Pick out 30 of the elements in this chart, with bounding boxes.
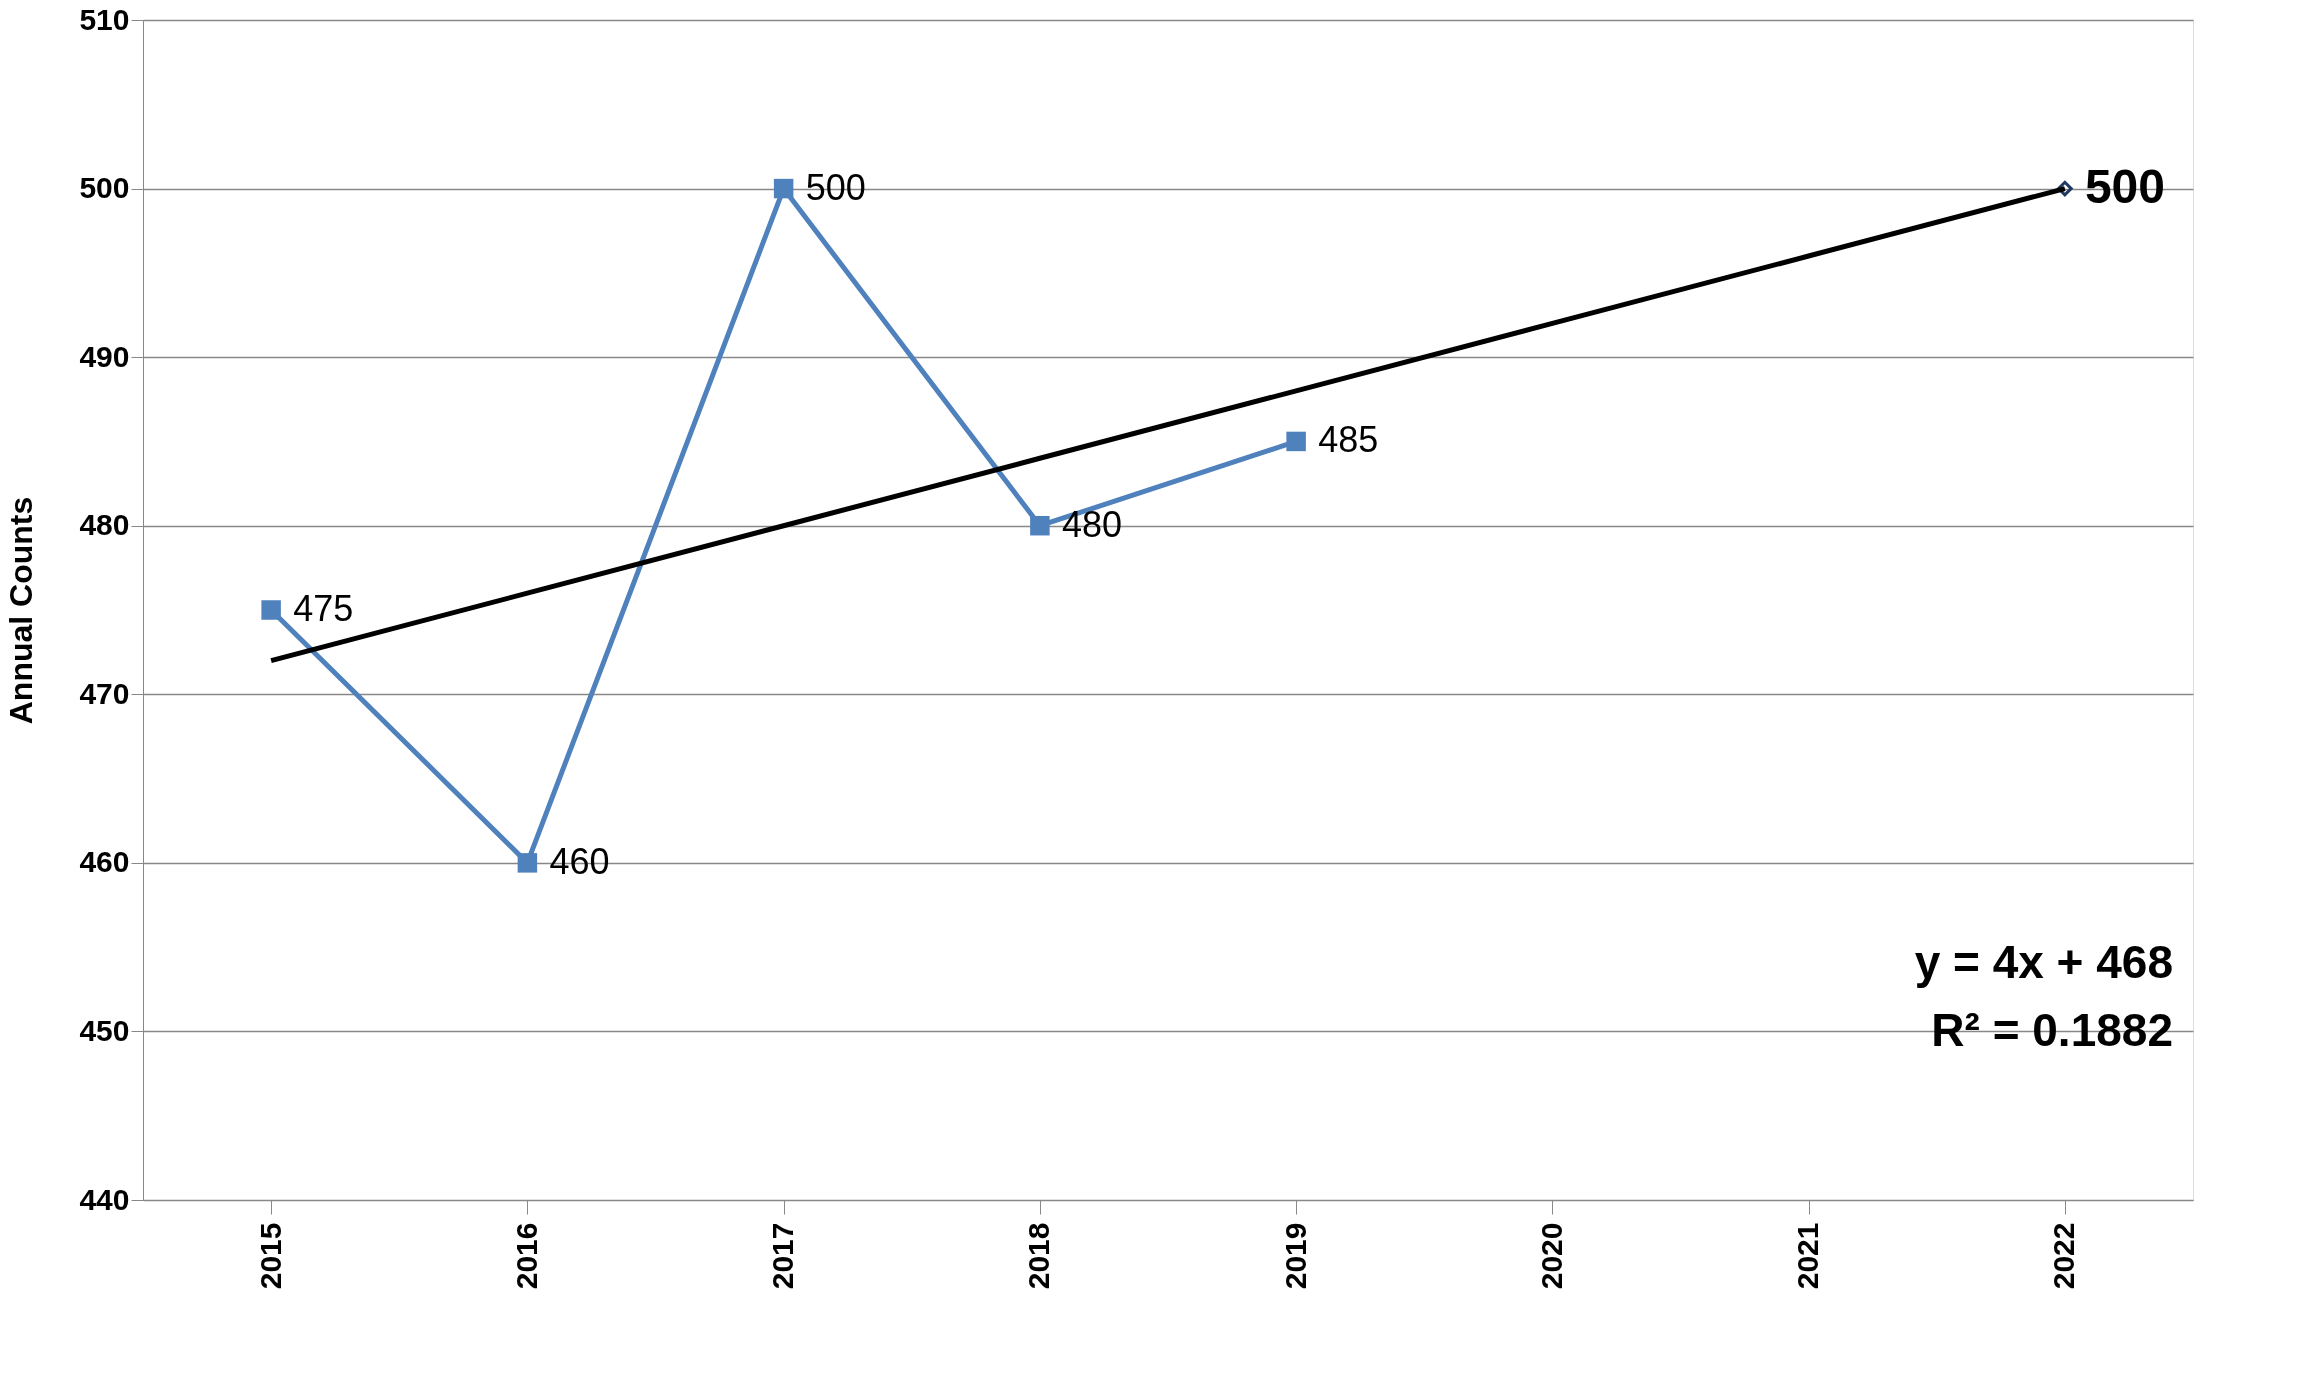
- y-tick-label: 480: [79, 508, 130, 542]
- point: [1030, 515, 1050, 536]
- annotation: y = 4x + 468: [1914, 936, 2173, 988]
- y-tick-label: 490: [79, 339, 130, 373]
- data-label: 500: [2084, 159, 2165, 213]
- data-label: 500: [805, 166, 866, 208]
- data-label: 460: [549, 840, 610, 882]
- data-label: 480: [1061, 503, 1122, 545]
- annotation: R² = 0.1882: [1931, 1004, 2173, 1056]
- x-tick-label: 2015: [253, 1222, 287, 1290]
- x-tick-label: 2020: [1534, 1222, 1568, 1290]
- y-axis-title: Annual Counts: [3, 496, 40, 725]
- y-tick-label: 470: [79, 676, 130, 710]
- y-tick-label: 460: [79, 845, 130, 879]
- y-tick-label: 450: [79, 1013, 130, 1047]
- point: [773, 178, 794, 199]
- x-tick-label: 2022: [2047, 1222, 2081, 1290]
- y-tick-label: 510: [79, 2, 130, 36]
- point: [1286, 431, 1306, 452]
- y-tick-label: 500: [79, 171, 130, 205]
- x-tick-label: 2018: [1022, 1222, 1056, 1290]
- x-tick-label: 2021: [1791, 1222, 1825, 1290]
- x-tick-label: 2016: [509, 1222, 543, 1290]
- x-tick-label: 2017: [766, 1222, 800, 1290]
- x-tick-label: 2019: [1278, 1222, 1312, 1290]
- point: [261, 600, 281, 620]
- y-tick-label: 440: [79, 1182, 130, 1216]
- point: [517, 853, 538, 873]
- data-label: 485: [1318, 419, 1379, 461]
- data-label: 475: [293, 588, 354, 629]
